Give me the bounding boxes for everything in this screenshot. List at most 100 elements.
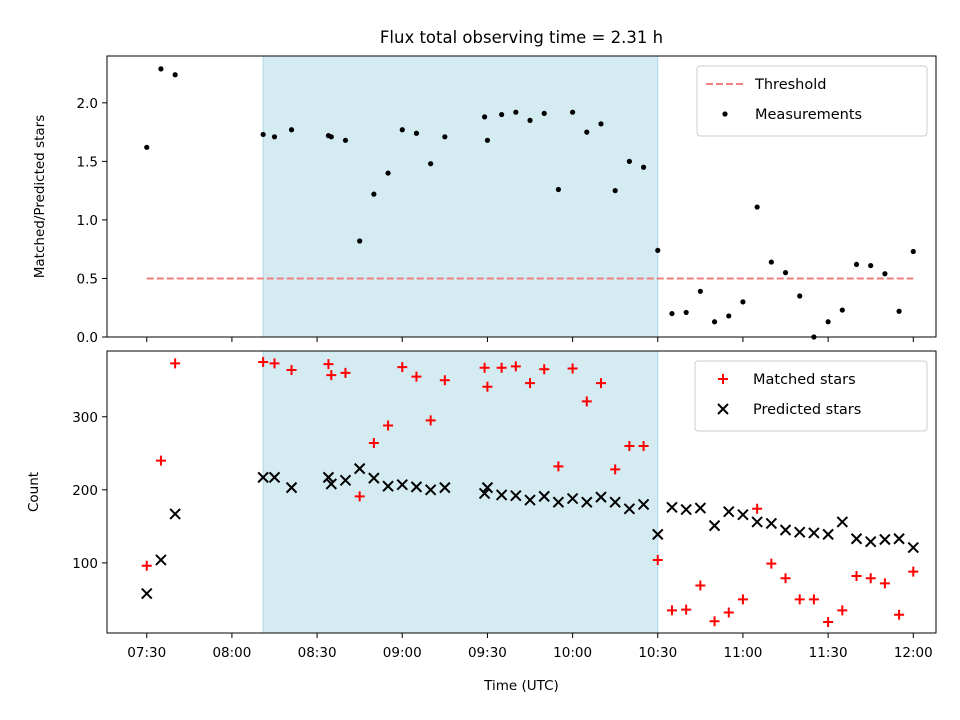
measurement-point (598, 121, 604, 127)
measurement-point (740, 299, 746, 305)
y-tick-label: 300 (72, 410, 98, 426)
predicted-star-point (637, 498, 650, 511)
predicted-star-point (478, 487, 491, 500)
legend-matched-swatch (718, 374, 728, 384)
legend-label: Measurements (755, 107, 862, 123)
matched-star-point (567, 363, 578, 374)
predicted-star-point (765, 517, 778, 530)
matched-star-point (439, 375, 450, 386)
measurement-point (853, 261, 860, 268)
y-axis-label: Matched/Predicted stars (32, 115, 48, 278)
series-predicted-stars (141, 462, 919, 600)
matched-star-point (737, 594, 748, 605)
predicted-star-point (285, 481, 298, 494)
predicted-star-point (439, 481, 451, 494)
matched-star-point (879, 578, 890, 589)
predicted-star-point (893, 533, 905, 545)
measurement-point (260, 131, 266, 138)
y-tick-label: 2.0 (77, 96, 98, 112)
measurement-point (481, 114, 488, 120)
matched-star-point (141, 560, 152, 571)
predicted-star-point (737, 508, 749, 521)
axes-frame (106, 55, 937, 338)
predicted-star-point (794, 526, 806, 538)
matched-star-point (525, 378, 536, 389)
matched-star-point (695, 580, 706, 591)
predicted-star-point (524, 494, 536, 506)
predicted-star-point (552, 496, 565, 508)
axes-frame (106, 350, 937, 634)
measurement-point (797, 293, 803, 299)
predicted-star-point (382, 480, 394, 492)
predicted-star-point (410, 481, 423, 493)
x-tick-label: 11:00 (723, 645, 762, 661)
x-tick-label: 10:00 (553, 645, 592, 661)
measurement-point (144, 144, 150, 150)
matched-star-point (865, 573, 876, 584)
matched-star-point (510, 361, 521, 372)
predicted-star-point (652, 528, 664, 541)
predicted-star-point (268, 471, 281, 484)
predicted-star-point (864, 535, 877, 548)
legend-measurement-swatch (722, 111, 728, 117)
measurement-point (413, 130, 420, 136)
measurement-point (768, 259, 774, 265)
y-tick-label: 200 (72, 483, 98, 499)
measurement-point (288, 127, 295, 133)
matched-star-point (581, 396, 592, 407)
matched-star-point (837, 605, 848, 616)
matched-star-point (425, 415, 436, 426)
series-matched-stars (141, 356, 919, 628)
predicted-star-point (353, 462, 366, 475)
predicted-star-point (609, 496, 621, 508)
measurement-point (640, 164, 647, 170)
measurement-point (839, 307, 845, 313)
measurement-point (584, 129, 590, 135)
measurement-point (910, 248, 916, 255)
measurement-point (570, 109, 576, 115)
matched-star-point (595, 378, 606, 389)
predicted-star-point (581, 496, 593, 508)
predicted-star-point (368, 472, 380, 484)
predicted-star-point (779, 524, 792, 536)
matched-star-point (794, 594, 805, 605)
measurement-point (655, 247, 661, 253)
predicted-star-point (879, 533, 891, 546)
predicted-star-point (708, 519, 721, 532)
predicted-star-point (155, 554, 167, 566)
matched-star-point (383, 420, 394, 431)
measurement-point (527, 117, 533, 123)
y-tick-label: 100 (72, 556, 98, 572)
predicted-star-point (680, 503, 692, 516)
predicted-star-point (822, 528, 834, 541)
predicted-star-point (694, 502, 707, 514)
matched-star-point (411, 371, 422, 382)
measurement-point (357, 238, 363, 244)
predicted-star-point (257, 471, 269, 484)
measurement-point (172, 72, 178, 78)
measurement-point (825, 319, 831, 325)
predicted-star-point (325, 478, 337, 490)
legend-label: Threshold (754, 77, 826, 93)
x-tick-label: 10:30 (638, 645, 677, 661)
x-axis-label: Time (UTC) (483, 678, 559, 694)
x-tick-label: 08:00 (212, 645, 251, 661)
measurement-point (541, 110, 547, 116)
legend-label: Predicted stars (753, 402, 861, 418)
y-tick-label: 1.5 (77, 154, 98, 170)
x-tick-label: 09:30 (468, 645, 507, 661)
matched-star-point (766, 558, 777, 569)
measurement-point (711, 319, 718, 325)
measurement-point (428, 161, 434, 167)
measurement-point (612, 188, 618, 194)
legend-label: Matched stars (753, 372, 856, 388)
predicted-star-point (836, 516, 849, 528)
measurement-point (271, 134, 278, 140)
matched-star-point (709, 616, 720, 627)
predicted-star-point (322, 471, 335, 484)
matched-star-point (610, 464, 621, 475)
matched-star-point (368, 438, 379, 449)
matched-star-point (258, 356, 269, 367)
matched-star-point (482, 381, 493, 392)
matched-star-point (681, 604, 692, 615)
